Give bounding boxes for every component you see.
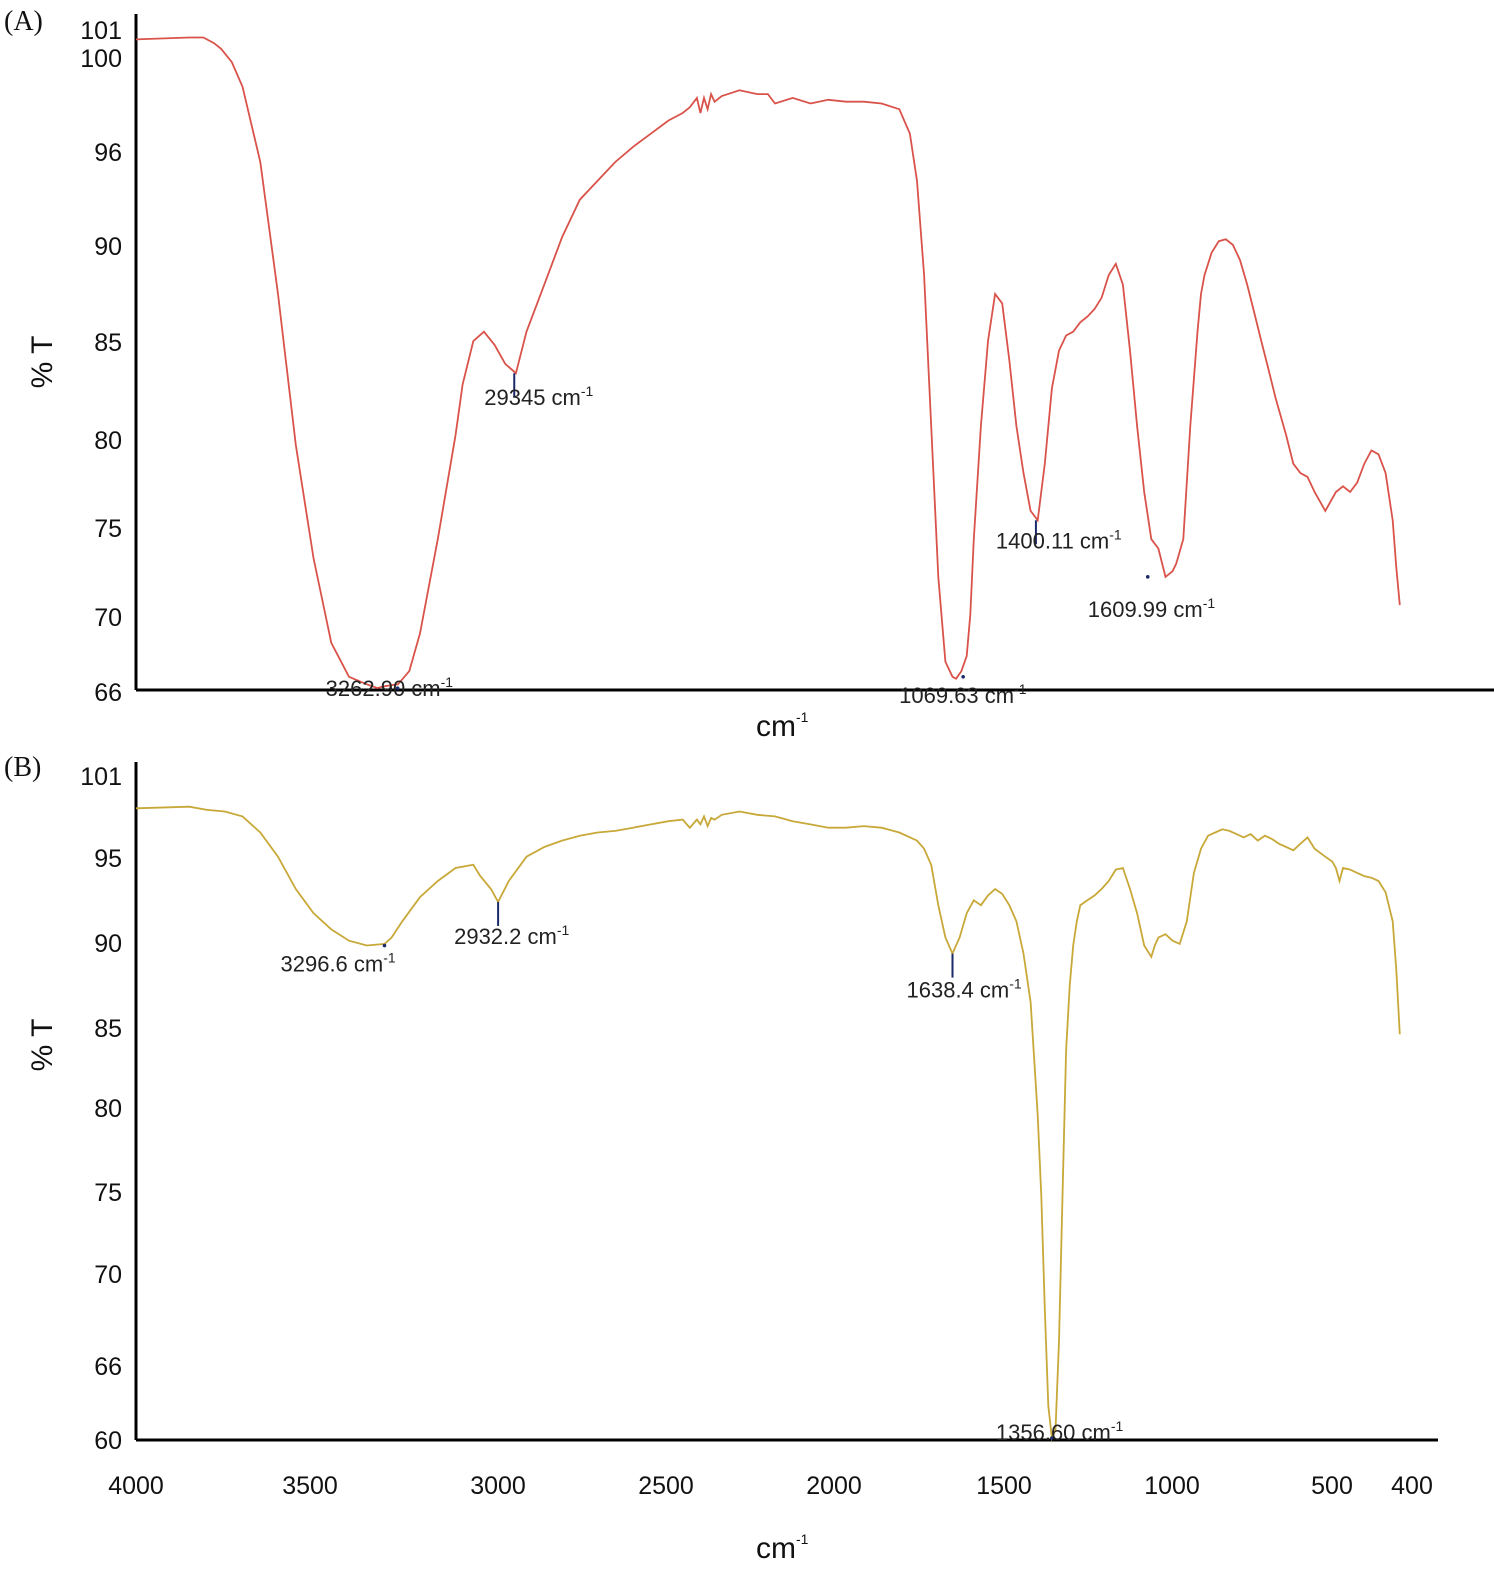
- peak-marker: [395, 686, 400, 690]
- panel-a-xlabel-text: cm: [756, 710, 796, 743]
- y-tick-label: 60: [94, 1427, 122, 1455]
- y-tick-label: 70: [94, 1261, 122, 1289]
- peak-label: 3262.90 cm-1: [326, 674, 454, 701]
- peak-label: 3296.6 cm-1: [281, 950, 396, 977]
- panel-b: (B) 101 95 90 85 80 75 70 66 60 4000 3500 3000 2500…: [4, 752, 1438, 1565]
- x-tick-label: 4000: [108, 1472, 164, 1500]
- peak-label: 2932.2 cm-1: [454, 922, 569, 949]
- panel-b-y-ticks: 101 95 90 85 80 75 70 66 60: [80, 763, 122, 1455]
- panel-a-xlabel-sup: -1: [796, 709, 809, 725]
- y-tick-label: 70: [94, 604, 122, 632]
- peak-marker: [961, 675, 965, 679]
- y-tick-label: 95: [94, 845, 122, 873]
- panel-b-xlabel-sup: -1: [796, 1531, 809, 1547]
- y-tick-label: 85: [94, 329, 122, 357]
- y-tick-label: 101: [80, 17, 122, 45]
- peak-label: 1400.11 cm-1: [996, 526, 1122, 553]
- panel-b-xlabel-text: cm: [756, 1532, 796, 1565]
- panel-a-spectrum-line: [135, 36, 1401, 690]
- panel-b-annotations: 3296.6 cm-1 2932.2 cm-1 1638.4 cm-1 1356.60…: [281, 901, 1124, 1445]
- panel-b-xlabel: cm-1: [756, 1531, 809, 1565]
- panel-b-label: (B): [4, 752, 41, 783]
- y-tick-label: 100: [80, 45, 122, 73]
- y-tick-label: 90: [94, 930, 122, 958]
- y-tick-label: 66: [94, 1353, 122, 1381]
- x-tick-label: 2500: [638, 1472, 694, 1500]
- peak-marker: [382, 943, 387, 948]
- panel-a-label: (A): [4, 6, 43, 37]
- y-tick-label: 80: [94, 427, 122, 455]
- peak-marker: [1050, 1436, 1054, 1440]
- y-tick-label: 80: [94, 1095, 122, 1123]
- y-tick-label: 101: [80, 763, 122, 791]
- x-tick-label: 2000: [806, 1472, 862, 1500]
- panel-a-ylabel: % T: [26, 336, 59, 389]
- x-tick-label: 3000: [470, 1472, 526, 1500]
- panel-b-spectrum-line: [135, 805, 1401, 1442]
- peak-label: 29345 cm-1: [484, 383, 593, 410]
- panel-b-ylabel: % T: [26, 1019, 59, 1072]
- x-tick-label: 1000: [1144, 1472, 1200, 1500]
- peak-label: 1356.60 cm-1: [996, 1418, 1124, 1445]
- x-tick-label: 1500: [976, 1472, 1032, 1500]
- y-tick-label: 85: [94, 1015, 122, 1043]
- x-tick-label: 400: [1391, 1472, 1433, 1500]
- y-tick-label: 75: [94, 515, 122, 543]
- y-tick-label: 96: [94, 139, 122, 167]
- y-tick-label: 90: [94, 233, 122, 261]
- x-tick-label: 500: [1311, 1472, 1353, 1500]
- svg-text:cm-1: cm-1: [756, 709, 809, 743]
- x-tick-label: 3500: [282, 1472, 338, 1500]
- y-tick-label: 66: [94, 679, 122, 707]
- peak-label: 1069.63 cm-1: [899, 681, 1027, 708]
- panel-a-annotations: 3262.90 cm-1 29345 cm-1 1069.63 cm-1 1400.1…: [326, 373, 1216, 708]
- y-tick-label: 75: [94, 1179, 122, 1207]
- svg-text:cm-1: cm-1: [756, 1531, 809, 1565]
- peak-marker: [1145, 575, 1150, 579]
- panel-a-xlabel: cm-1: [756, 709, 809, 743]
- peak-label: 1609.99 cm-1: [1088, 595, 1216, 622]
- panel-b-x-ticks: 4000 3500 3000 2500 2000 1500 1000 500 400: [108, 1472, 1433, 1500]
- peak-label: 1638.4 cm-1: [907, 976, 1022, 1003]
